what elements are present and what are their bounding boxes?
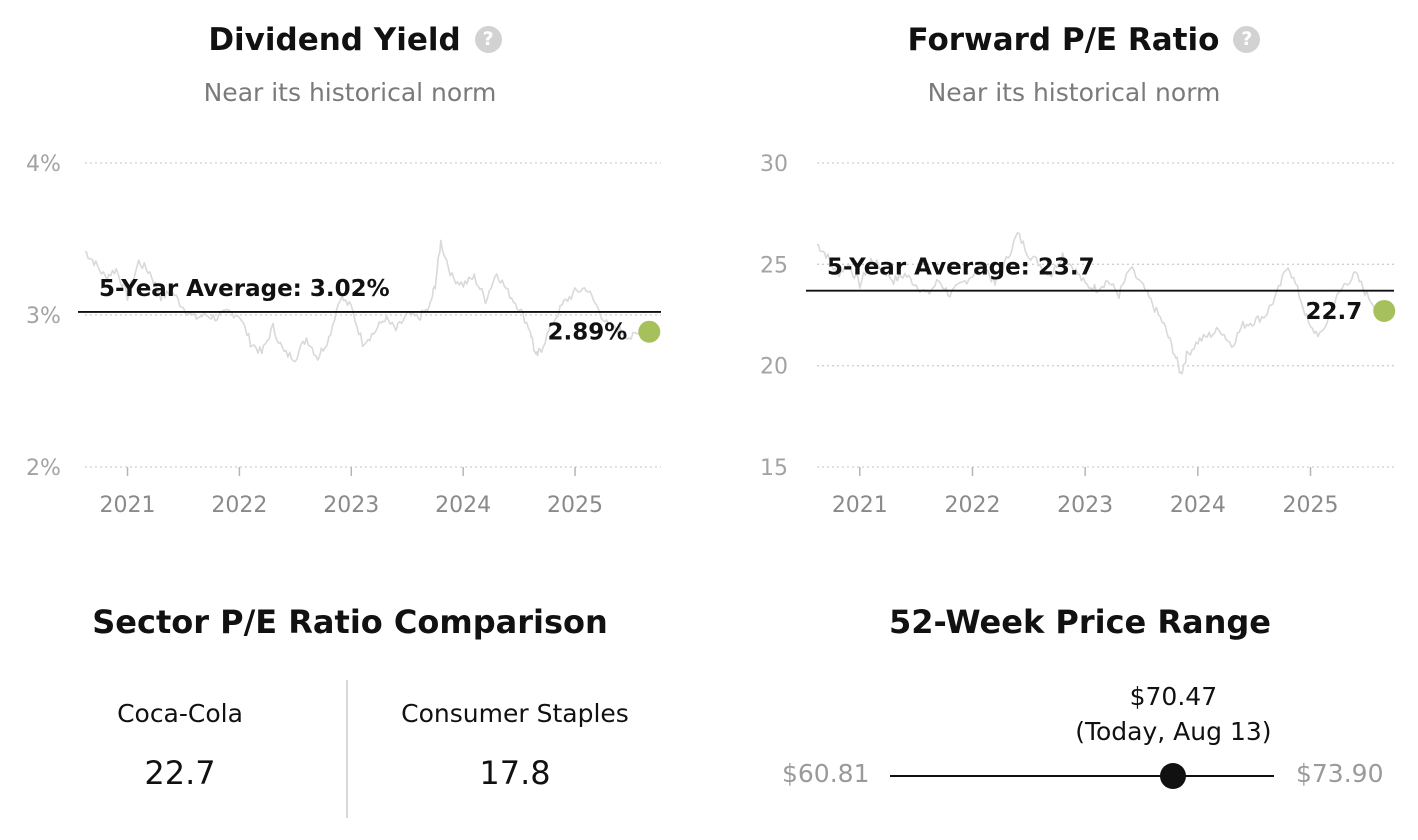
x-tick-label: 2023 xyxy=(323,493,379,518)
current-value-label: 22.7 xyxy=(1305,299,1362,325)
x-tick-label: 2025 xyxy=(1283,493,1339,518)
x-tick-label: 2025 xyxy=(547,493,603,518)
dividend-yield-chart: 4% 3% 2% 2021 2022 2023 2024 2025 5-Year Average… xyxy=(26,152,661,518)
x-tick-label: 2021 xyxy=(100,493,156,518)
x-tick-label: 2023 xyxy=(1057,493,1113,518)
sector-company-name: Coca-Cola xyxy=(117,699,243,728)
dividend-yield-panel: Dividend Yield? Near its historical norm xyxy=(0,0,700,540)
y-tick-label: 25 xyxy=(760,253,788,278)
y-tick-label: 15 xyxy=(760,456,788,481)
price-range-track xyxy=(890,775,1274,777)
price-range-marker xyxy=(1160,763,1187,789)
sector-company-value: 22.7 xyxy=(144,754,216,792)
average-label: 5-Year Average: 23.7 xyxy=(827,255,1095,281)
series-line xyxy=(84,239,645,363)
current-value-dot xyxy=(638,320,661,343)
price-range-current-note: (Today, Aug 13) xyxy=(1075,717,1272,746)
y-tick-label: 4% xyxy=(26,152,61,177)
dividend-yield-title: Dividend Yield xyxy=(208,22,461,58)
sector-divider xyxy=(346,680,348,818)
y-tick-label: 3% xyxy=(26,304,61,329)
current-value-dot xyxy=(1373,299,1396,322)
dividend-yield-subtitle: Near its historical norm xyxy=(203,78,497,107)
average-label: 5-Year Average: 3.02% xyxy=(99,276,390,302)
price-range-current-label: $70.47 (Today, Aug 13) xyxy=(1043,679,1303,749)
x-tick-label: 2024 xyxy=(1170,493,1226,518)
forward-pe-title-row: Forward P/E Ratio? xyxy=(750,22,1418,58)
forward-pe-subtitle: Near its historical norm xyxy=(927,78,1221,107)
x-tick-label: 2024 xyxy=(435,493,491,518)
price-range-high: $73.90 xyxy=(1296,759,1384,788)
price-range-current-price: $70.47 xyxy=(1129,682,1218,711)
sector-comparison-title: Sector P/E Ratio Comparison xyxy=(92,603,608,641)
question-circle-icon[interactable]: ? xyxy=(474,26,502,53)
current-value-label: 2.89% xyxy=(547,320,627,346)
x-tick-label: 2021 xyxy=(832,493,888,518)
sector-industry-name: Consumer Staples xyxy=(401,699,629,728)
forward-pe-chart: 30 25 20 15 2021 2022 2023 2024 2025 5-Year Avera… xyxy=(760,152,1396,518)
series-line xyxy=(816,231,1380,375)
question-circle-icon[interactable]: ? xyxy=(1233,26,1261,53)
price-range-low: $60.81 xyxy=(782,759,870,788)
dividend-yield-title-row: Dividend Yield? xyxy=(10,22,700,58)
sector-industry-value: 17.8 xyxy=(479,754,551,792)
x-tick-label: 2022 xyxy=(944,493,1000,518)
y-tick-label: 20 xyxy=(760,355,788,380)
y-tick-label: 30 xyxy=(760,152,788,177)
forward-pe-panel: Forward P/E Ratio? Near its historical n… xyxy=(720,0,1418,540)
x-tick-label: 2022 xyxy=(211,493,267,518)
forward-pe-title: Forward P/E Ratio xyxy=(907,22,1220,58)
price-range-title: 52-Week Price Range xyxy=(889,603,1271,641)
y-tick-label: 2% xyxy=(26,456,61,481)
